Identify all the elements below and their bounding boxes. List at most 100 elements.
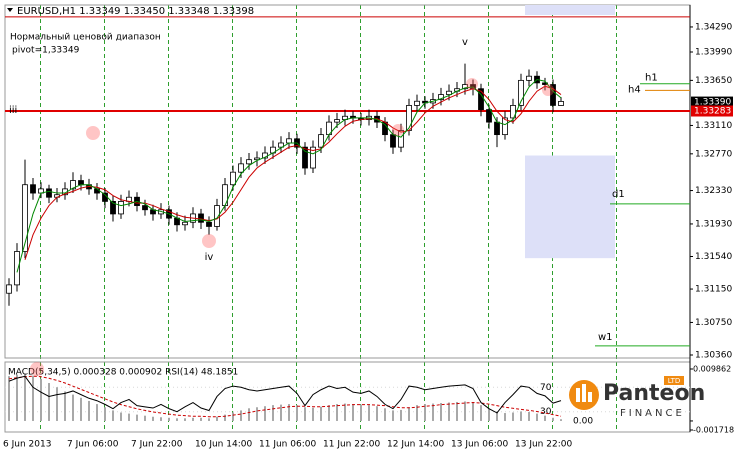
x-tick-label: 7 Jun 22:00 — [131, 440, 183, 450]
y-tick-label: 1.34290 — [695, 22, 732, 32]
line — [16, 78, 562, 273]
macd-bar — [512, 412, 514, 421]
candle-body — [462, 84, 468, 90]
macd-bar — [24, 373, 26, 421]
candle-body — [118, 201, 124, 215]
macd-bar — [216, 416, 218, 421]
y-tick-label: 1.30750 — [695, 318, 732, 328]
macd-bar — [256, 407, 258, 421]
shade — [525, 5, 615, 15]
candle-body — [518, 79, 524, 106]
candle-body — [198, 213, 204, 223]
macd-bar — [296, 405, 298, 421]
macd-bar — [368, 405, 370, 421]
layer: iii h1 h4 d1 w1 1.34290 1.33990 1.33650 1.33110 1… — [3, 16, 734, 450]
macd-bar — [472, 401, 474, 421]
x-tick-label: 13 Jun 22:00 — [515, 440, 572, 450]
highlight — [542, 84, 554, 96]
candle-body — [502, 117, 508, 136]
x-tick-label: 11 Jun 22:00 — [323, 440, 380, 450]
candle-body — [550, 84, 556, 106]
macd-bar — [264, 406, 266, 421]
y-tick-label: 0.00 — [573, 416, 593, 426]
x-tick-label: 10 Jun 14:00 — [195, 440, 252, 450]
candle-body — [238, 163, 244, 173]
macd-bar — [16, 374, 18, 421]
candle-body — [486, 109, 492, 123]
y-tick-label: 1.33110 — [695, 121, 732, 131]
candle-body — [278, 142, 284, 148]
y-tick-label: 1.32770 — [695, 149, 732, 159]
level-label: h1 — [645, 73, 658, 84]
macd-bar — [408, 407, 410, 421]
macd-bar — [536, 413, 538, 421]
macd-bar — [552, 417, 554, 421]
y-tick-label: 1.31540 — [695, 252, 732, 262]
macd-bar — [352, 404, 354, 421]
logo-bar — [576, 388, 580, 402]
macd-bar — [104, 407, 106, 421]
y-tick-label: 1.33990 — [695, 47, 732, 57]
y-tick-label: 0.009862 — [693, 365, 731, 374]
candle-body — [390, 134, 396, 148]
macd-bar — [80, 397, 82, 421]
candle-body — [438, 94, 444, 100]
macd-bar — [328, 405, 330, 421]
candle-body — [78, 180, 84, 186]
y-tick-label: 1.31930 — [695, 219, 732, 229]
macd-bar — [64, 391, 66, 421]
macd-bar — [360, 404, 362, 421]
macd-bar — [456, 401, 458, 421]
macd-bar — [304, 407, 306, 421]
candle-body — [70, 180, 76, 190]
y-tick-label: -0.001718 — [693, 426, 734, 435]
level-label: iii — [9, 105, 17, 116]
macd-bar — [8, 376, 10, 421]
macd-bar — [184, 418, 186, 421]
price-label: 1.33283 — [694, 107, 731, 117]
candle-body — [254, 157, 260, 161]
candle-body — [406, 105, 412, 131]
candle-body — [230, 171, 236, 186]
macd-bar — [208, 418, 210, 421]
macd-bar — [96, 404, 98, 421]
range-box — [525, 155, 615, 259]
annotation: v — [462, 37, 468, 48]
logo-bar — [582, 384, 586, 402]
logo-sub: FINANCE — [620, 408, 685, 419]
macd-bar — [464, 401, 466, 421]
macd-bar — [160, 417, 162, 421]
candle-body — [414, 100, 420, 106]
candle-body — [398, 130, 404, 148]
candle-body — [30, 184, 36, 194]
logo-bar — [588, 392, 592, 402]
macd-bar — [272, 405, 274, 421]
macd-bar — [240, 410, 242, 421]
x-tick-label: 13 Jun 06:00 — [451, 440, 508, 450]
candle-body — [526, 75, 532, 81]
macd-bar — [440, 403, 442, 421]
macd-bar — [504, 413, 506, 421]
macd-bar — [88, 400, 90, 421]
candle-body — [558, 101, 564, 106]
macd-bar — [336, 404, 338, 421]
macd-bar — [248, 408, 250, 421]
price-label: 1.33390 — [694, 98, 731, 108]
candle-body — [110, 201, 116, 215]
logo-badge-text: LTD — [668, 377, 681, 385]
candle-body — [6, 284, 12, 294]
highlight — [466, 78, 478, 90]
macd-bar — [144, 415, 146, 421]
y-tick-label: 1.32330 — [695, 186, 732, 196]
macd-bar — [376, 406, 378, 421]
macd-bar — [432, 403, 434, 421]
chart-title: EURUSD,H1 1.33349 1.33450 1.33348 1.3339… — [17, 6, 254, 17]
macd-bar — [496, 411, 498, 421]
macd-bar — [32, 375, 34, 421]
highlight — [86, 126, 100, 140]
macd-bar — [48, 383, 50, 421]
y-tick-label: 1.30360 — [695, 350, 732, 360]
pivot-label: pivot=1,33349 — [12, 46, 80, 56]
